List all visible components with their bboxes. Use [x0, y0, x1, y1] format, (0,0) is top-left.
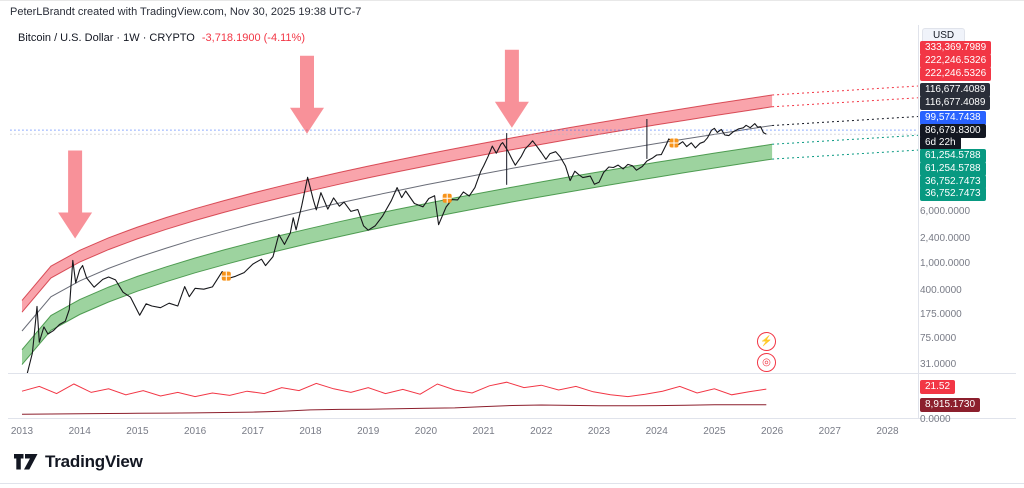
time-axis-year-label: 2020	[414, 426, 438, 437]
time-axis-year-label: 2017	[241, 426, 264, 437]
price-change-label: -3,718.1900 (-4.11%)	[201, 32, 305, 44]
footer: TradingView	[14, 452, 143, 472]
time-axis-year-label: 2023	[587, 426, 611, 437]
time-axis-year-label: 2028	[876, 426, 899, 437]
projection-dotted-line	[772, 97, 918, 108]
sub-indicator-indicator-maroon[interactable]	[21, 404, 767, 415]
symbol-title[interactable]: Bitcoin / U.S. Dollar · 1W · CRYPTO	[18, 32, 195, 44]
lower-band-edge-line	[21, 143, 773, 351]
down-arrow-annotation[interactable]	[58, 150, 93, 239]
price-axis-tick-label: 75.0000	[920, 333, 957, 344]
main-pane	[10, 49, 918, 373]
down-arrow-annotation[interactable]	[290, 55, 324, 134]
down-arrow-annotation[interactable]	[494, 49, 529, 128]
upper-channel-band[interactable]	[22, 95, 773, 313]
projection-dotted-line	[772, 116, 918, 126]
price-axis-badge: 333,369.7989	[920, 41, 992, 55]
attribution-text: PeterLBrandt created with TradingView.co…	[10, 6, 362, 18]
sub-pane	[21, 381, 767, 415]
price-axis-badge: 116,677.4089	[920, 96, 991, 110]
price-axis-tick-label: 2,400.0000	[920, 233, 971, 244]
price-axis-badge: 61,254.5788	[920, 149, 986, 163]
time-axis-year-label: 2019	[357, 426, 380, 437]
bottom-divider	[0, 483, 1024, 484]
time-axis-year-label: 2022	[530, 426, 553, 437]
price-axis-badge: 222,246.5326	[920, 67, 992, 81]
price-axis-badge: 61,254.5788	[920, 162, 986, 176]
price-axis-tick-label: 175.0000	[920, 309, 962, 320]
price-axis-badge: 6d 22h	[920, 136, 961, 150]
reaction-lightning-icon[interactable]: ⚡	[757, 332, 776, 351]
time-axis-year-label: 2027	[818, 426, 841, 437]
chart-canvas[interactable]	[8, 25, 1016, 419]
time-axis-year-label: 2024	[645, 426, 668, 437]
reaction-circle-icon[interactable]: ◎	[757, 353, 776, 372]
projection-dotted-line	[772, 149, 918, 160]
time-axis-year-label: 2018	[299, 426, 322, 437]
price-axis-badge: 21.52	[920, 380, 956, 394]
time-axis-year-label: 2021	[472, 426, 495, 437]
halving-marker-ribbon	[442, 193, 452, 203]
price-axis-badge: 8,915.1730	[920, 398, 981, 412]
projection-dotted-line	[772, 85, 918, 96]
price-axis-tick-label: 31.0000	[920, 359, 957, 370]
upper-band-edge-line	[21, 94, 773, 301]
price-axis-badge: 36,752.7473	[920, 187, 986, 201]
tradingview-logo-text[interactable]: TradingView	[45, 452, 143, 471]
time-axis-year-label: 2026	[760, 426, 784, 437]
price-axis-badge: 222,246.5326	[920, 54, 992, 68]
projection-dotted-line	[772, 134, 918, 145]
chart-legend: Bitcoin / U.S. Dollar · 1W · CRYPTO -3,71…	[18, 32, 305, 44]
price-axis-tick-label: 1,000.0000	[920, 258, 971, 269]
time-axis-year-label: 2014	[68, 426, 91, 437]
time-axis-year-label: 2016	[183, 426, 207, 437]
halving-marker-ribbon	[669, 138, 679, 148]
tradingview-logo-icon[interactable]	[14, 453, 38, 471]
lower-band-edge-line	[21, 158, 773, 365]
sub-indicator-indicator-red[interactable]	[21, 381, 767, 398]
time-axis-year-label: 2015	[126, 426, 149, 437]
time-axis-year-label: 2025	[703, 426, 726, 437]
price-axis-badge: 86,679.8300	[920, 124, 986, 138]
price-axis-tick-label: 6,000.0000	[920, 206, 971, 217]
price-axis-badge: 36,752.7473	[920, 175, 986, 189]
price-axis-tick-label: 400.0000	[920, 285, 962, 296]
halving-marker-ribbon	[221, 271, 231, 281]
price-axis-badge: 99,574.7438	[920, 111, 986, 125]
price-axis-tick-label: 0.0000	[920, 414, 951, 425]
lower-channel-band[interactable]	[22, 144, 773, 365]
price-axis-badge: 116,677.4089	[920, 83, 991, 97]
time-axis-year-label: 2013	[10, 426, 34, 437]
